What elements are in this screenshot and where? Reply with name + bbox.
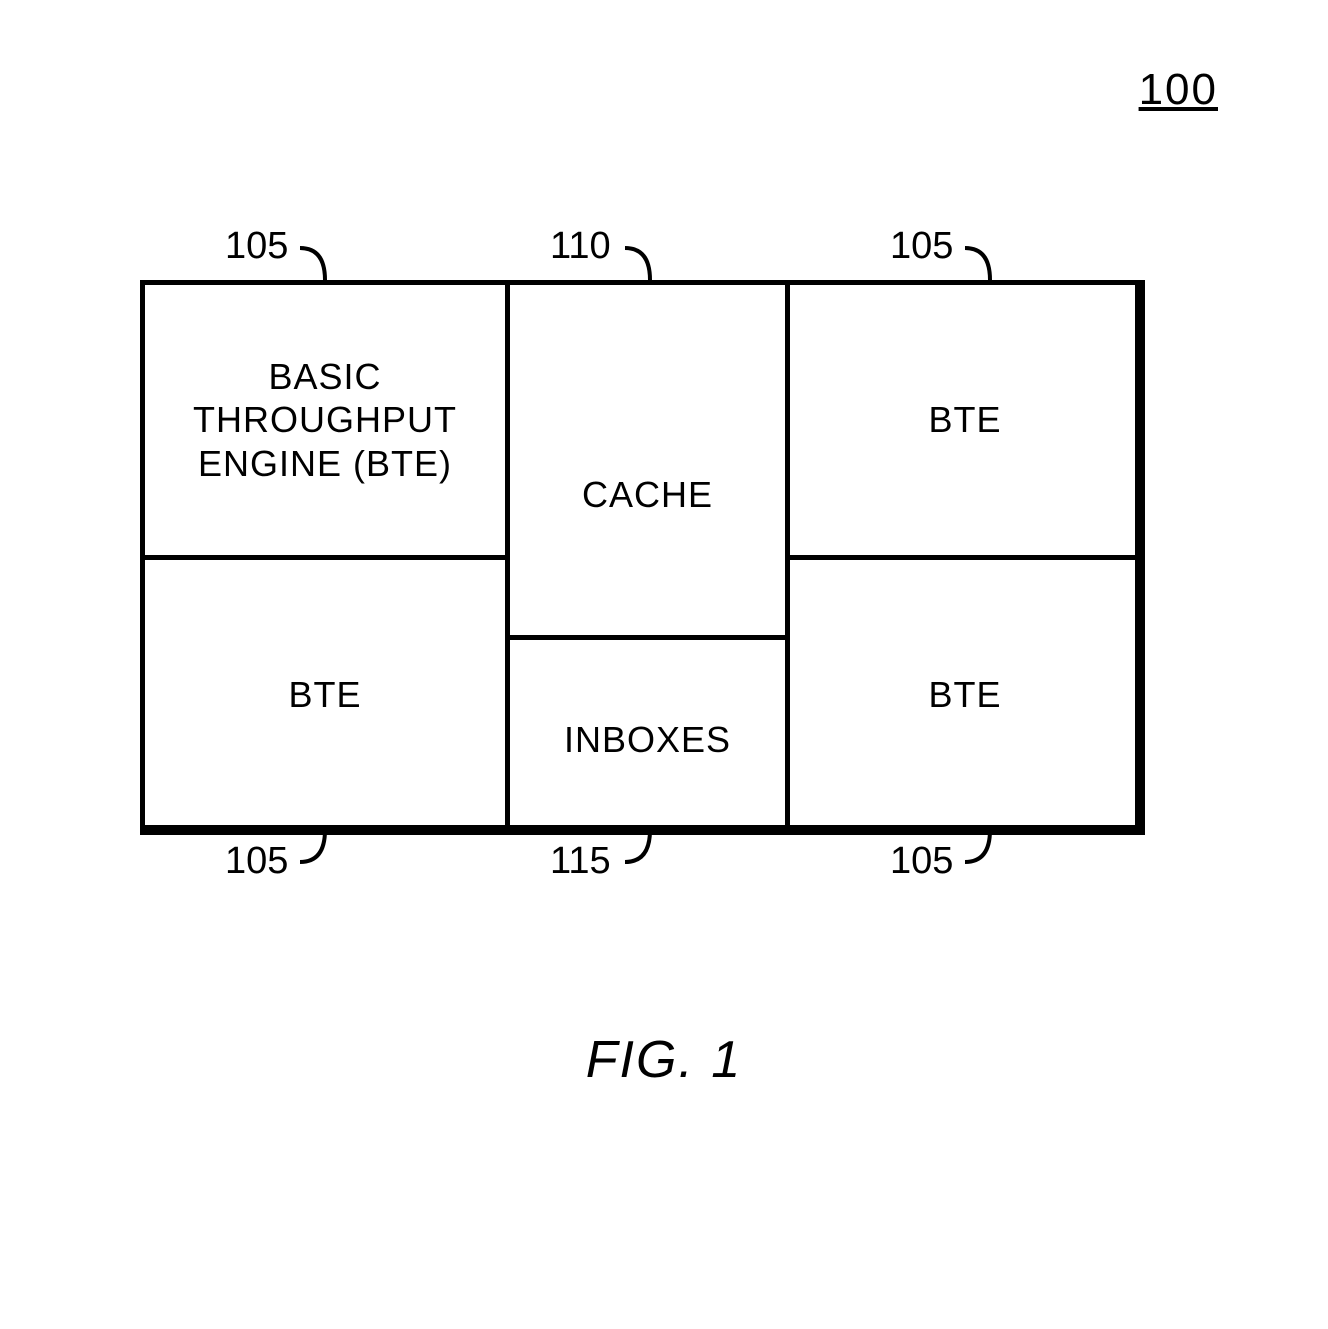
ref-label-bottom-left: 105 — [225, 840, 288, 883]
block-label: BTE — [928, 674, 1001, 716]
figure-caption: FIG. 1 — [586, 1030, 742, 1090]
leader-top-right — [965, 248, 990, 280]
ref-label-bottom-center: 115 — [550, 840, 611, 883]
block-inboxes: INBOXES — [505, 635, 790, 835]
block-bte-bottom-left: BTE — [140, 555, 510, 835]
figure-reference-number: 100 — [1139, 65, 1218, 115]
block-label: BASIC THROUGHPUT ENGINE (BTE) — [193, 355, 457, 485]
block-label: INBOXES — [564, 719, 731, 761]
block-diagram: BASIC THROUGHPUT ENGINE (BTE) BTE CACHE … — [140, 280, 1140, 830]
ref-label-top-left: 105 — [225, 225, 288, 268]
block-bte-top-right: BTE — [785, 280, 1145, 560]
leader-top-center — [625, 248, 650, 280]
leader-top-left — [300, 248, 325, 280]
block-label: BTE — [928, 399, 1001, 441]
ref-label-top-right: 105 — [890, 225, 953, 268]
block-cache: CACHE — [505, 280, 790, 640]
block-bte-top-left: BASIC THROUGHPUT ENGINE (BTE) — [140, 280, 510, 560]
ref-label-bottom-right: 105 — [890, 840, 953, 883]
block-label: CACHE — [582, 474, 713, 516]
block-label: BTE — [288, 674, 361, 716]
ref-label-top-center: 110 — [550, 225, 611, 268]
diagram-outer-border: BASIC THROUGHPUT ENGINE (BTE) BTE CACHE … — [140, 280, 1140, 830]
block-bte-bottom-right: BTE — [785, 555, 1145, 835]
